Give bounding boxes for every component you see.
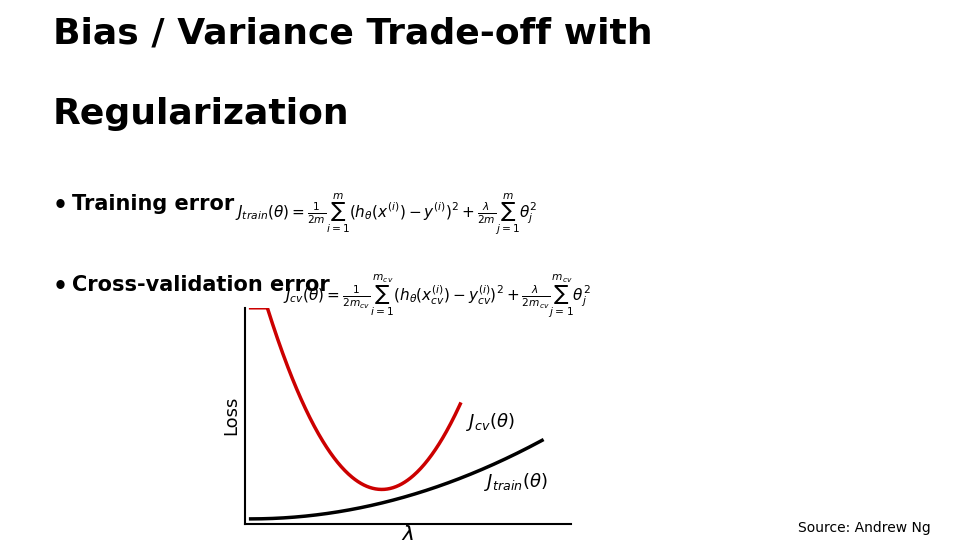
Text: $J_{cv}(\theta) = \frac{1}{2m_{cv}}\sum_{i=1}^{m_{cv}}(h_\theta(x^{(i)}_{cv}) - : $J_{cv}(\theta) = \frac{1}{2m_{cv}}\sum_… — [283, 273, 591, 320]
Y-axis label: Loss: Loss — [223, 396, 241, 435]
Text: $J_{train}(\theta)$: $J_{train}(\theta)$ — [484, 471, 547, 493]
Text: Regularization: Regularization — [53, 97, 349, 131]
Text: Cross-validation error: Cross-validation error — [72, 275, 329, 295]
Text: •: • — [53, 275, 68, 299]
Text: $J_{train}(\theta) = \frac{1}{2m}\sum_{i=1}^{m}(h_\theta(x^{(i)}) - y^{(i)})^2 +: $J_{train}(\theta) = \frac{1}{2m}\sum_{i… — [235, 192, 538, 237]
Text: •: • — [53, 194, 68, 218]
X-axis label: $\lambda$: $\lambda$ — [401, 525, 415, 540]
Text: Bias / Variance Trade-off with: Bias / Variance Trade-off with — [53, 16, 653, 50]
Text: Source: Andrew Ng: Source: Andrew Ng — [799, 521, 931, 535]
Text: $J_{cv}(\theta)$: $J_{cv}(\theta)$ — [467, 411, 515, 433]
Text: Training error: Training error — [72, 194, 234, 214]
